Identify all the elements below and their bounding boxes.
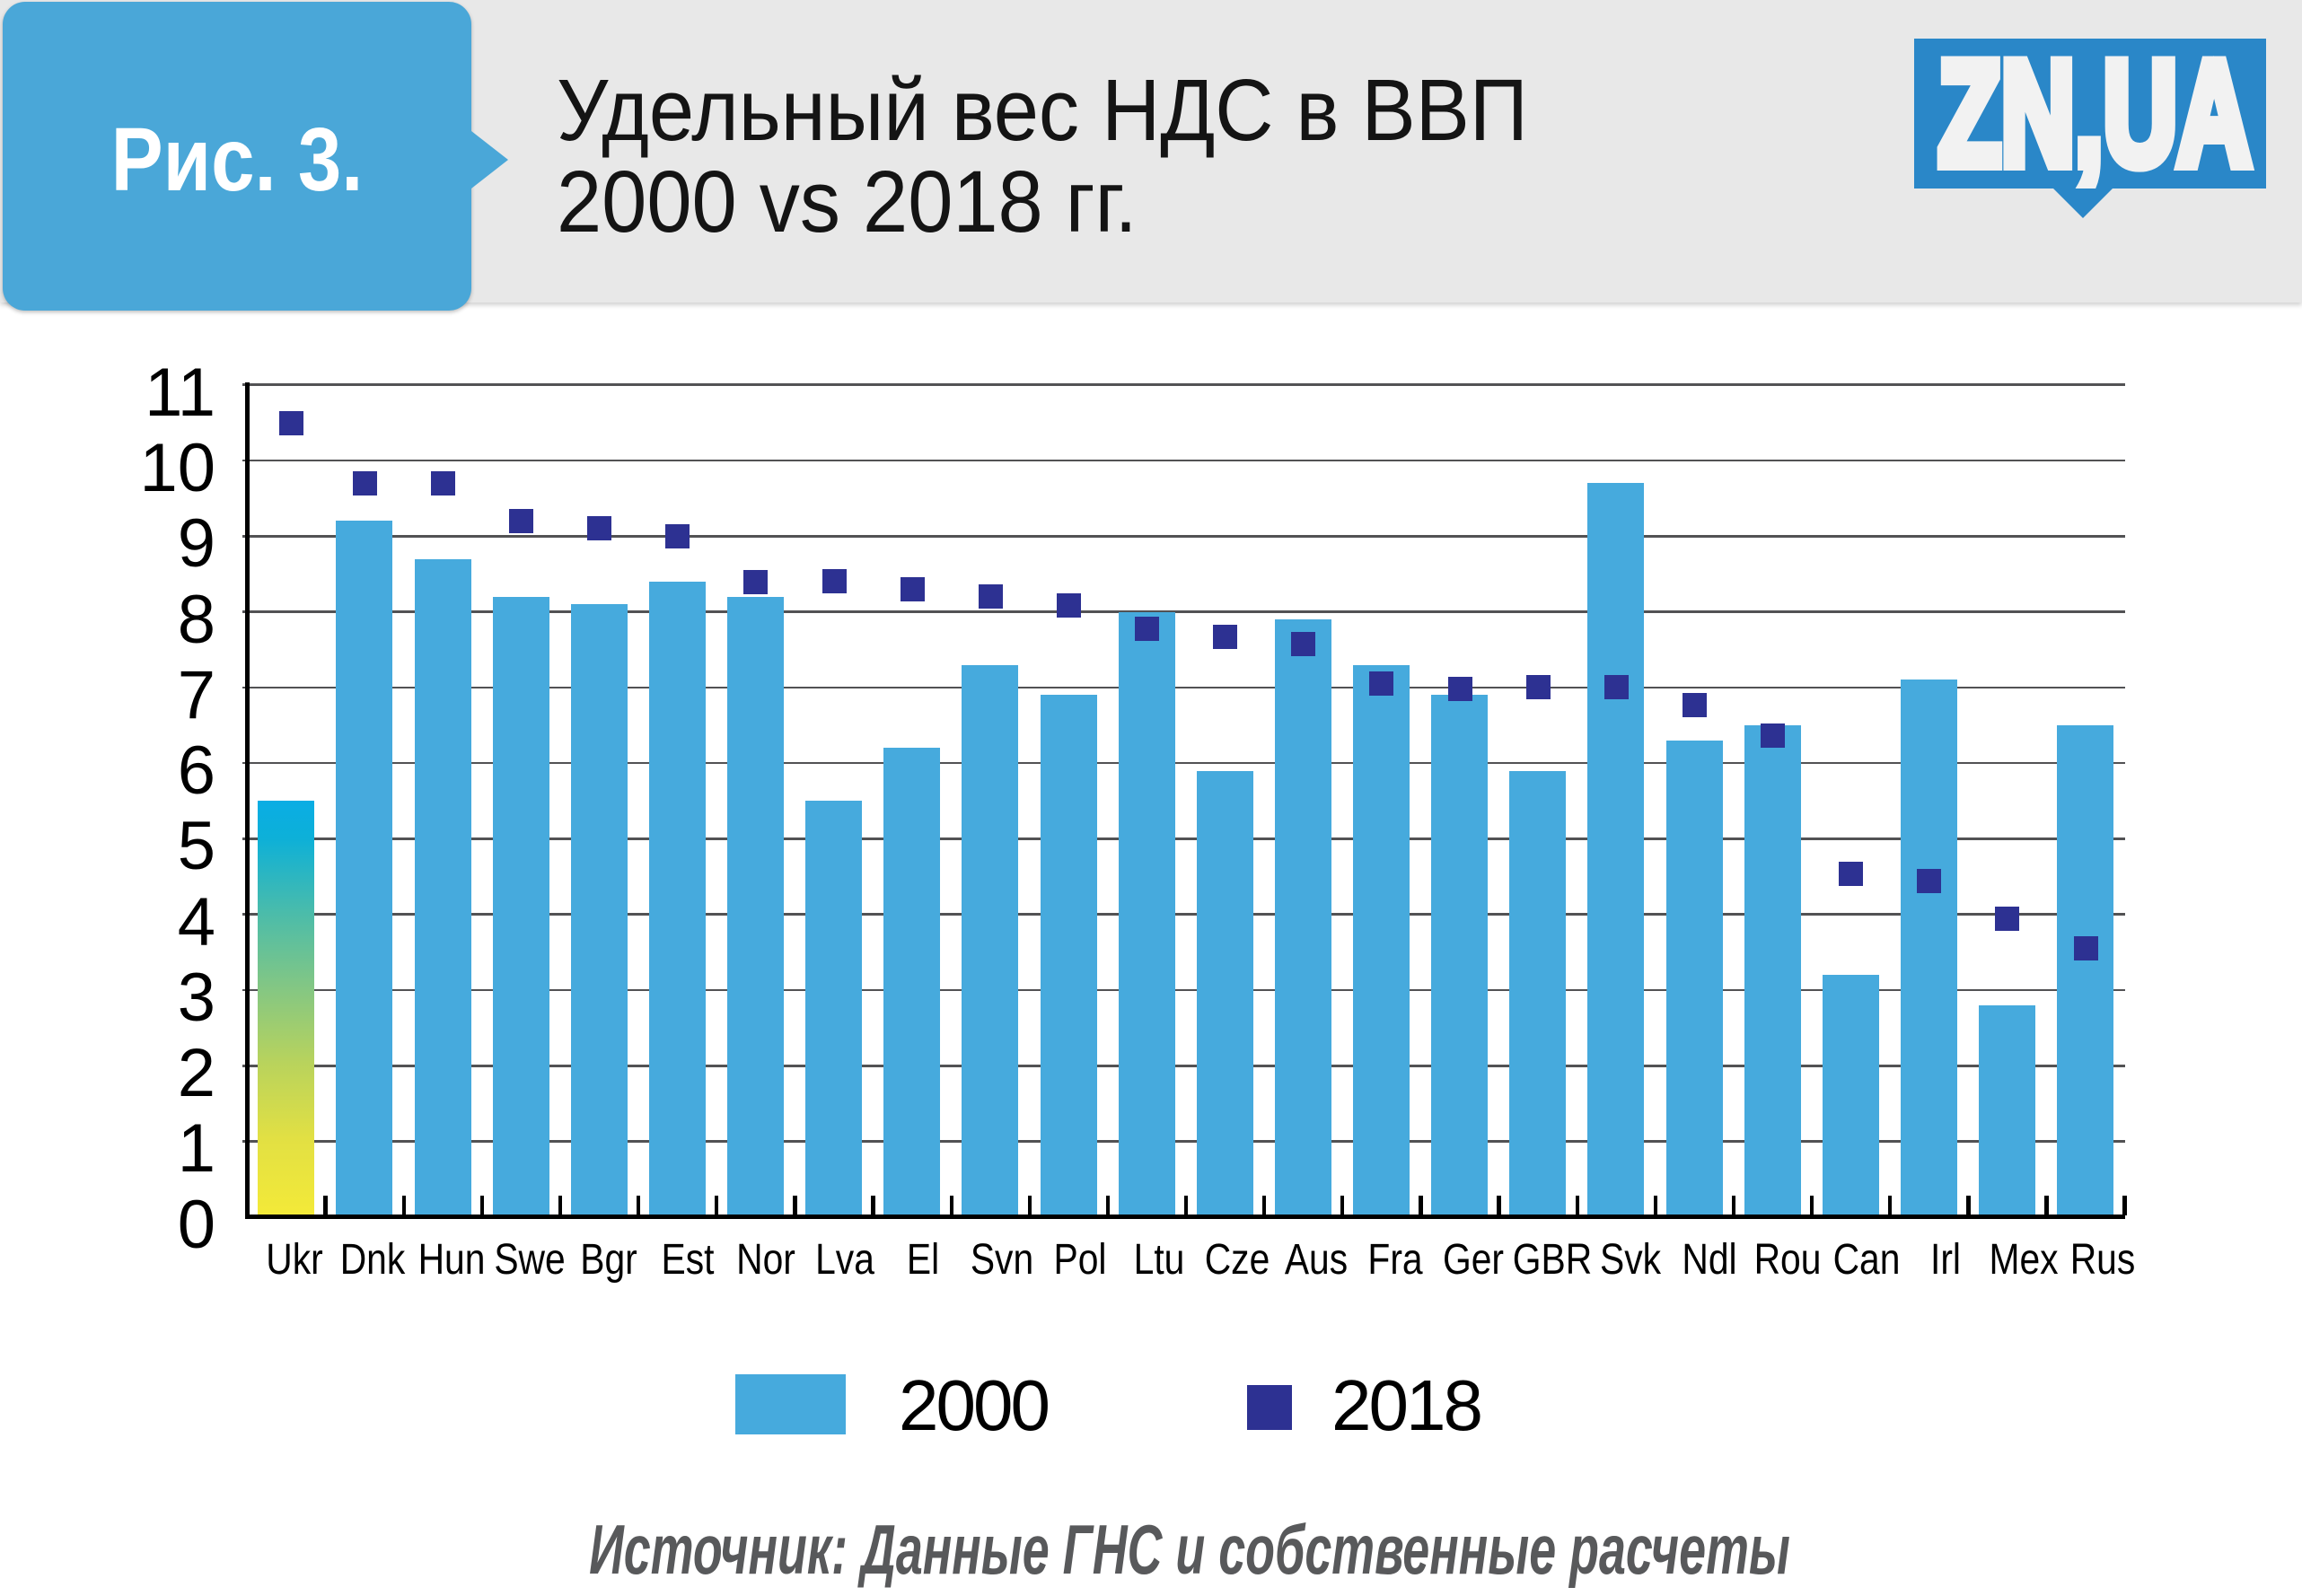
svg-text:ZN,UA: ZN,UA (1938, 39, 2251, 189)
